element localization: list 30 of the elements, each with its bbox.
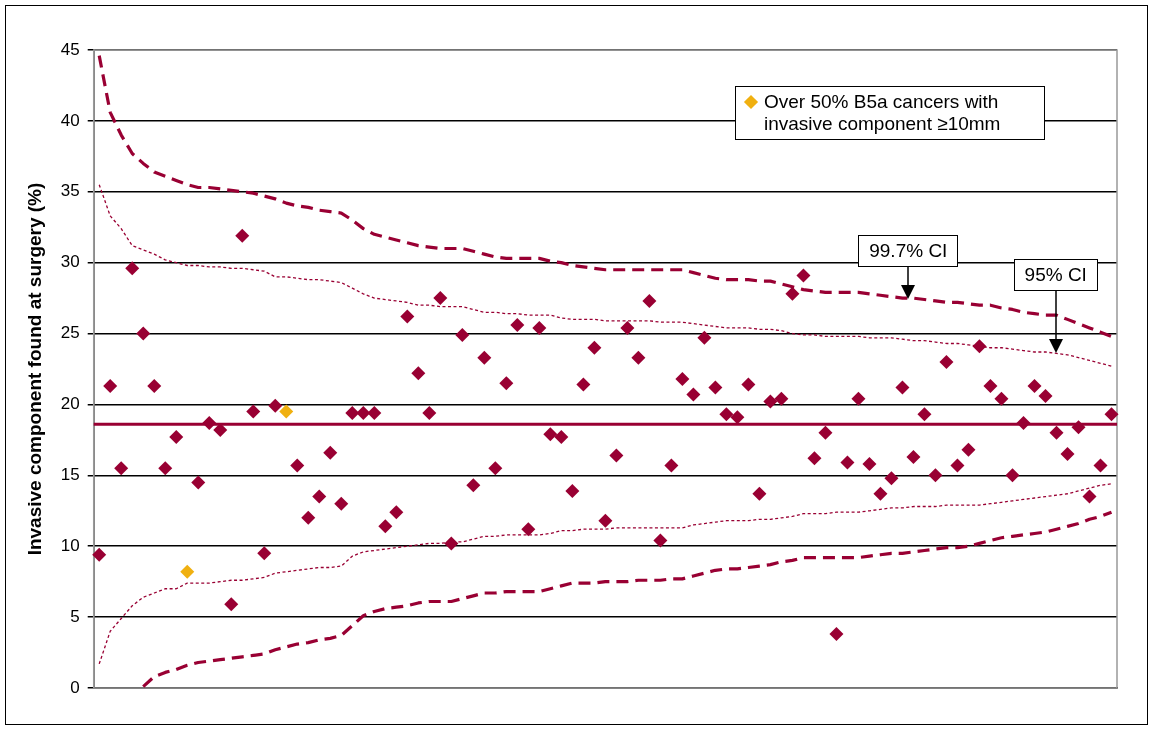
y-tick-label: 10 <box>60 535 80 555</box>
point <box>785 286 800 301</box>
y-tick-label: 30 <box>60 252 80 272</box>
y-tick-label: 25 <box>60 323 80 343</box>
point <box>433 291 448 306</box>
annotation: 99.7% CI <box>858 234 959 267</box>
y-tick-label: 35 <box>60 181 80 201</box>
point <box>180 564 195 579</box>
point <box>642 293 657 308</box>
y-axis-title: Invasive component found at surgery (%) <box>23 182 45 556</box>
line-series <box>98 483 1113 665</box>
line-series <box>97 54 1114 338</box>
line-series <box>141 510 1114 688</box>
point <box>653 533 668 548</box>
y-tick-label: 20 <box>60 394 80 414</box>
y-tick-label: 40 <box>60 110 80 130</box>
line-series <box>98 184 1113 367</box>
point <box>444 536 459 551</box>
y-tick-label: 45 <box>60 39 80 59</box>
point <box>279 404 294 419</box>
y-tick-label: 0 <box>70 677 80 697</box>
point <box>235 228 250 243</box>
legend-label: Over 50% B5a cancers with invasive component ≥10mm <box>764 91 1002 135</box>
point <box>796 268 811 283</box>
annotation: 95% CI <box>1013 259 1098 292</box>
point <box>829 627 844 642</box>
y-tick-label: 5 <box>70 606 80 626</box>
point <box>1082 489 1097 504</box>
point <box>224 597 239 612</box>
y-tick-label: 15 <box>60 465 80 485</box>
